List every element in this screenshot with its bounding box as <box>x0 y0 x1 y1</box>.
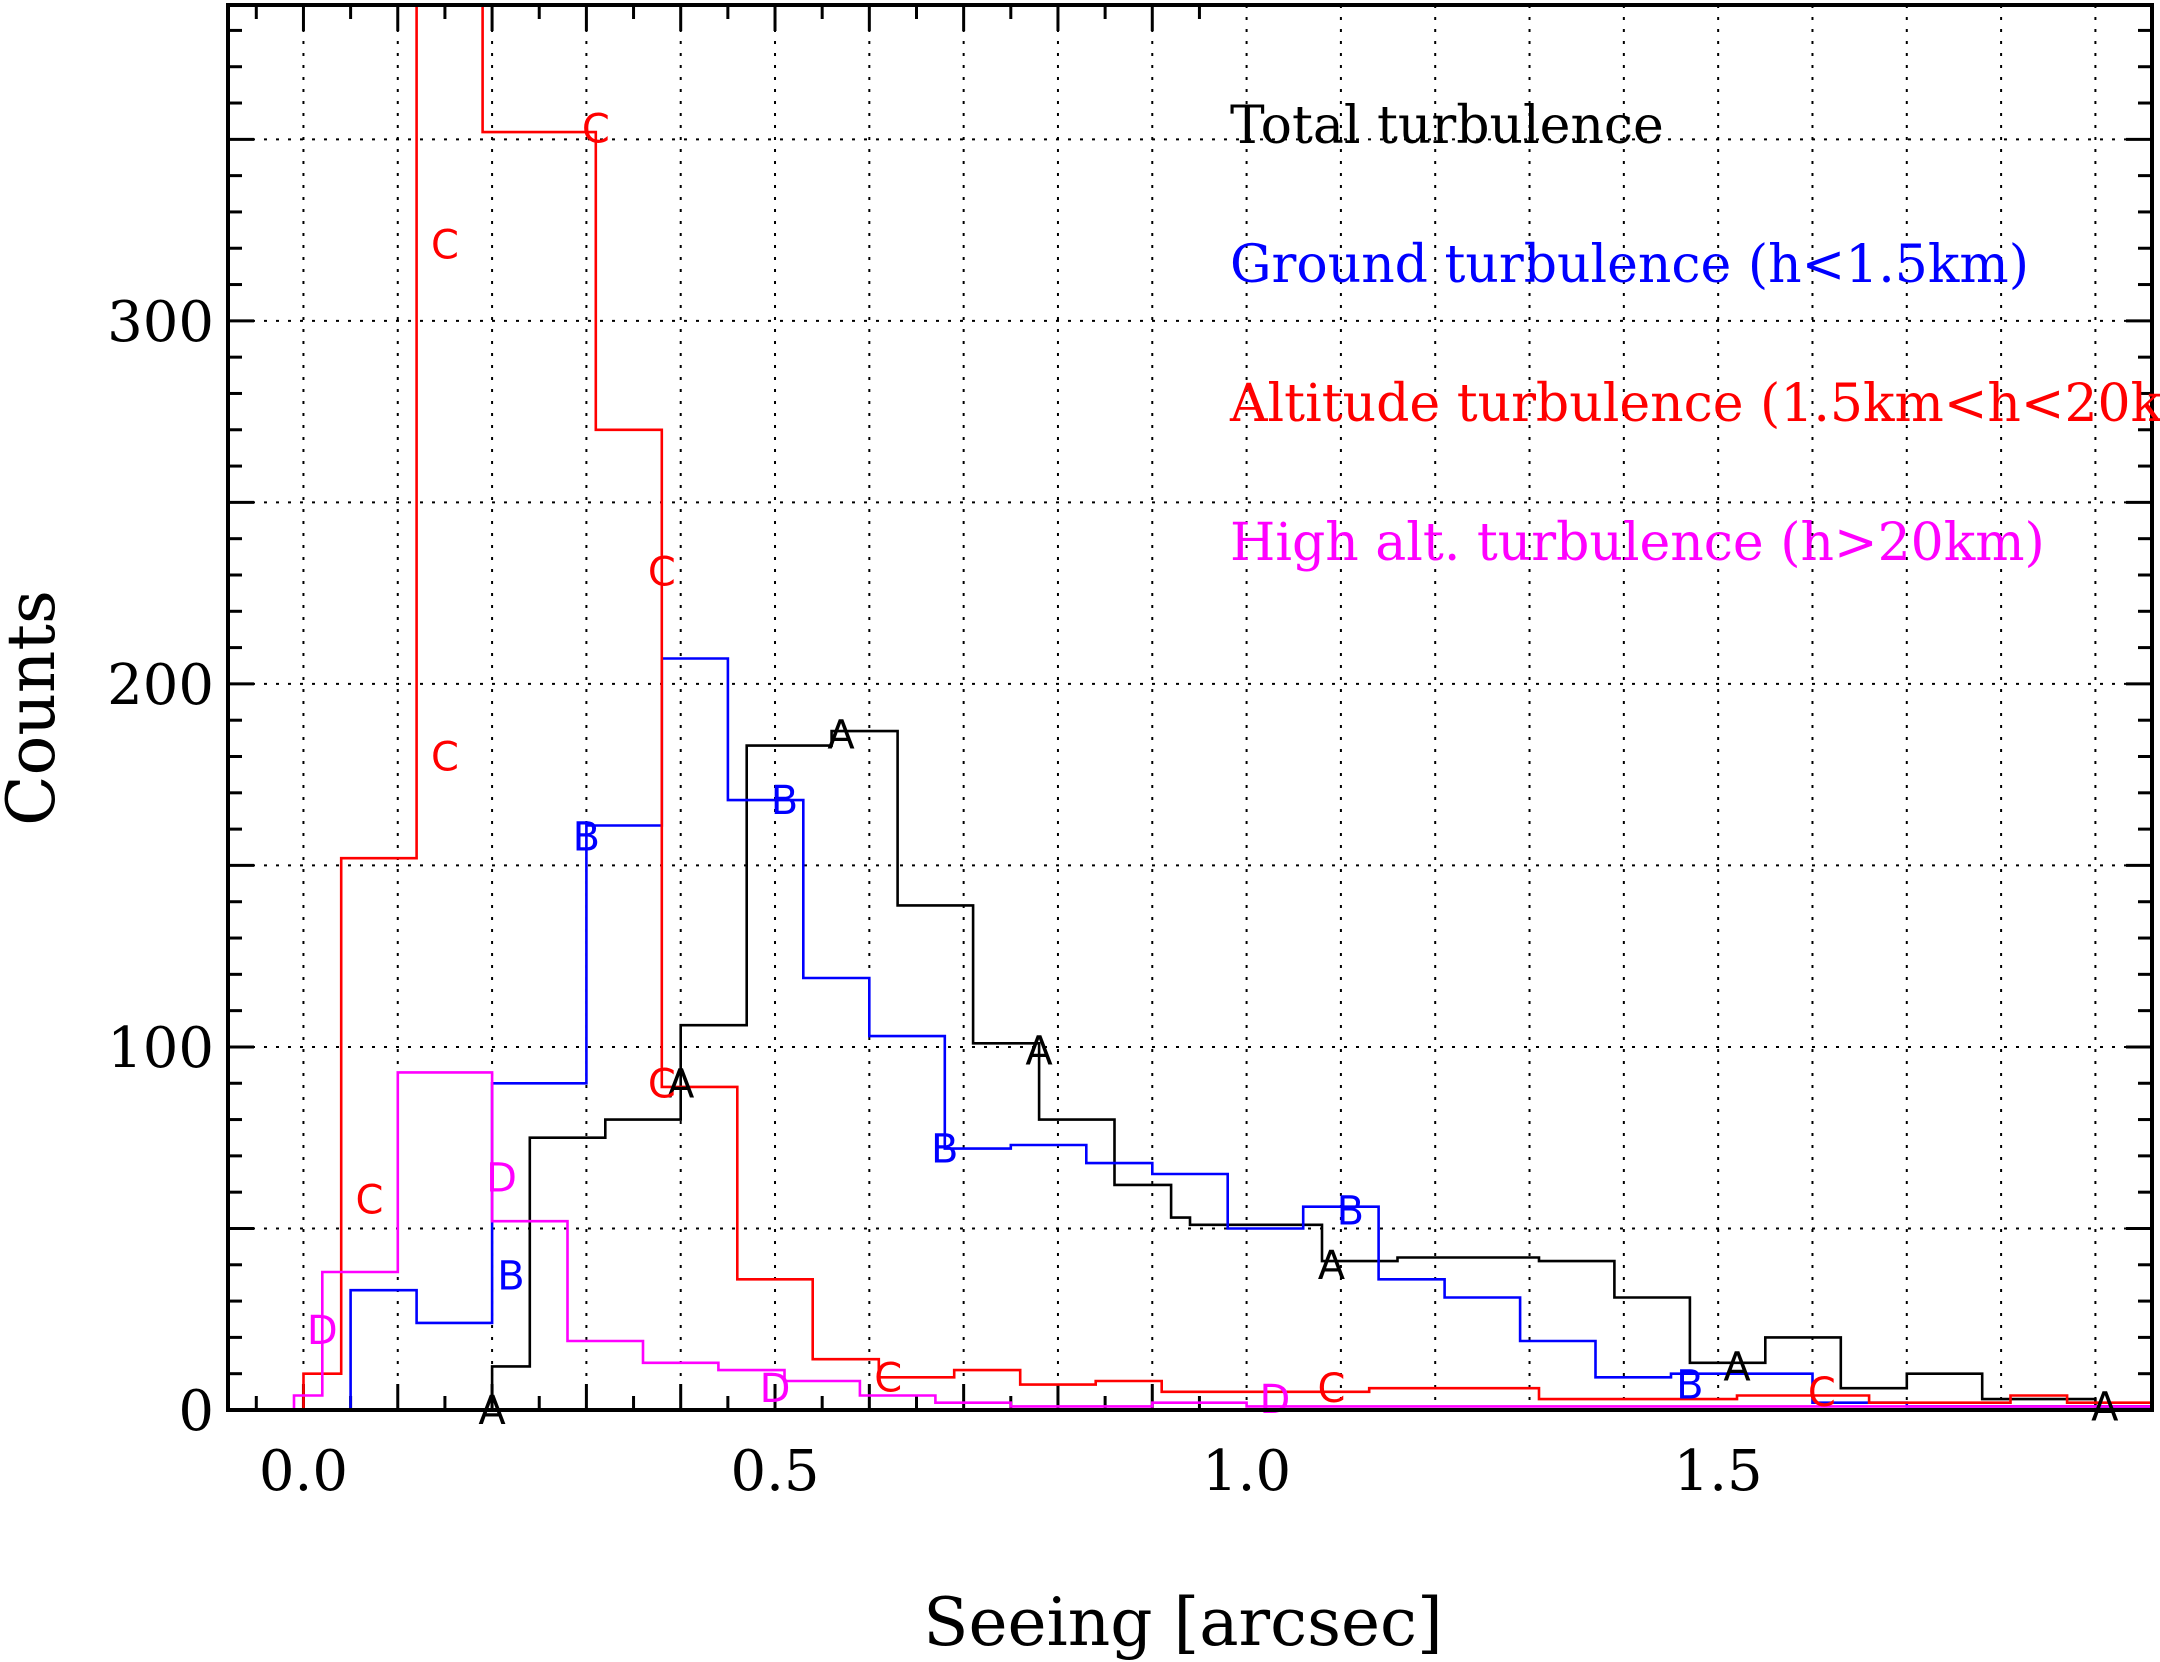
series-marker-C: C <box>431 735 459 781</box>
series-line-B <box>228 657 2152 1412</box>
series-marker-B: B <box>573 814 600 860</box>
series-marker-D: D <box>1259 1377 1290 1423</box>
legend-entry: Altitude turbulence (1.5km<h<20km) <box>1229 374 2160 434</box>
series-marker-A: A <box>1723 1344 1751 1390</box>
series-marker-C: C <box>648 1061 676 1107</box>
x-tick-label: 1.5 <box>1674 1439 1763 1504</box>
y-tick-label: 100 <box>107 1016 214 1081</box>
legend-entry: Ground turbulence (h<1.5km) <box>1230 235 2029 295</box>
legend-entry: High alt. turbulence (h>20km) <box>1230 513 2045 573</box>
series-marker-D: D <box>760 1366 791 1412</box>
series-line-A <box>228 729 2152 1412</box>
series-marker-C: C <box>874 1355 902 1401</box>
x-tick-label: 1.0 <box>1202 1439 1291 1504</box>
grid <box>228 5 2152 1410</box>
y-tick-label: 200 <box>107 653 214 718</box>
x-axis-title: Seeing [arcsec] <box>923 1584 1442 1661</box>
series-marker-B: B <box>1337 1188 1364 1234</box>
plot-frame <box>226 3 2154 1412</box>
series-marker-B: B <box>931 1127 958 1173</box>
series-marker-A: A <box>1318 1243 1346 1289</box>
ticks <box>228 5 2152 1412</box>
x-tick-label: 0.5 <box>730 1439 819 1504</box>
y-tick-label: 300 <box>107 290 214 355</box>
x-tick-label: 0.0 <box>259 1439 348 1504</box>
series-marker-C: C <box>431 223 459 269</box>
series-marker-C: C <box>582 106 610 152</box>
legend: Total turbulence Ground turbulence (h<1.5… <box>1229 96 2160 573</box>
series-line-D <box>228 1071 2152 1412</box>
series-marker-D: D <box>307 1308 338 1354</box>
series-marker-B: B <box>1676 1363 1703 1409</box>
legend-entry: Total turbulence <box>1230 96 1664 156</box>
series-marker-B: B <box>771 778 798 824</box>
series-marker-C: C <box>356 1177 384 1223</box>
series-marker-D: D <box>486 1156 517 1202</box>
series-marker-B: B <box>497 1254 524 1300</box>
tick-labels: 0.0 0.5 1.0 1.5 0 100 200 300 <box>107 290 1763 1504</box>
series-marker-A: A <box>667 1061 695 1107</box>
series-marker-A: A <box>827 713 855 759</box>
y-tick-label: 0 <box>178 1379 214 1444</box>
series-marker-C: C <box>1318 1366 1346 1412</box>
series-marker-C: C <box>648 549 676 595</box>
y-axis-title: Counts <box>0 590 70 826</box>
series-marker-A: A <box>1025 1029 1053 1075</box>
series-marker-A: A <box>2091 1384 2119 1430</box>
